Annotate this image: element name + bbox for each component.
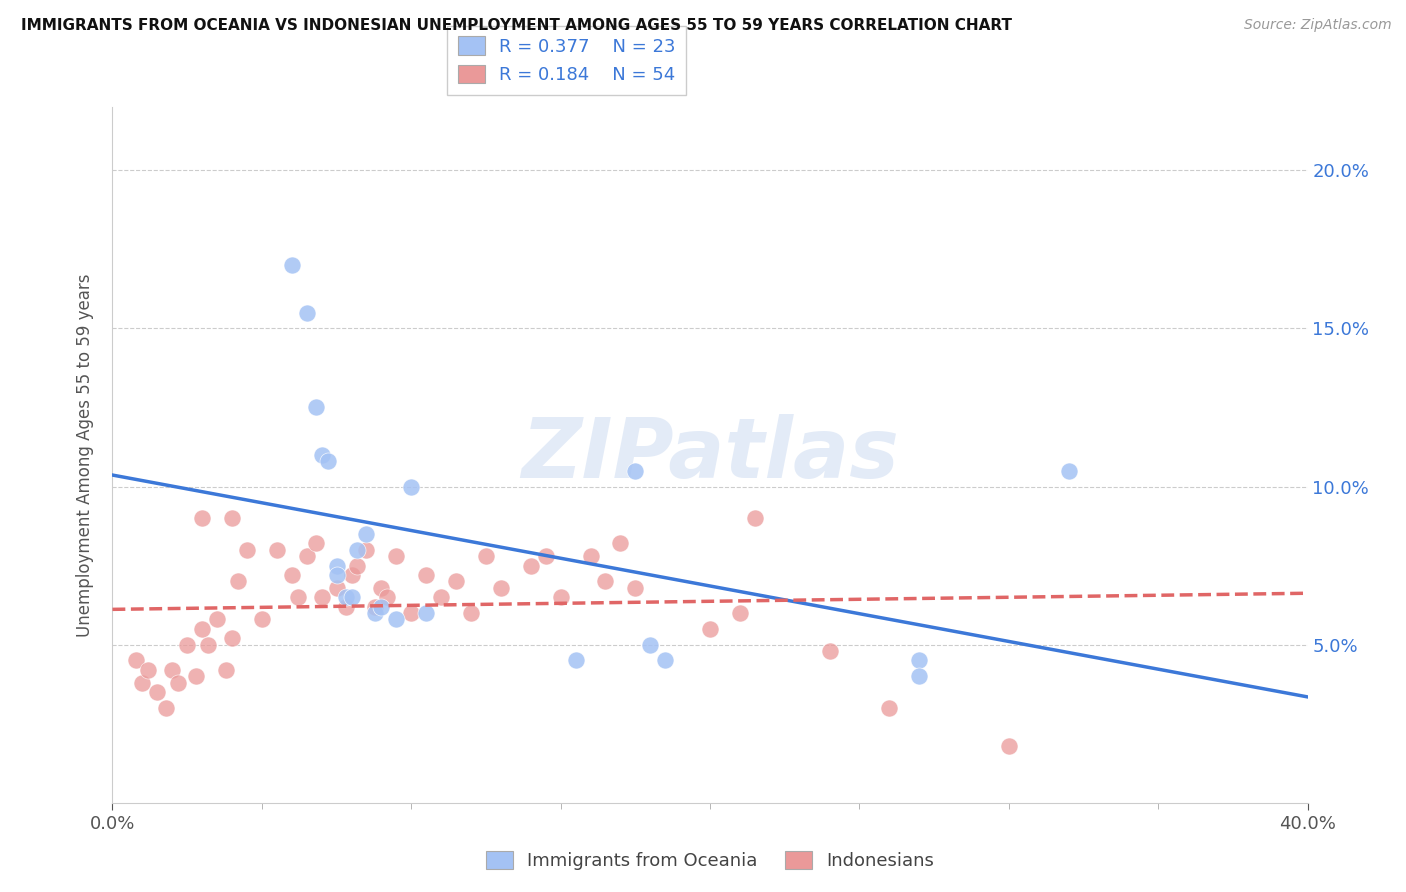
Point xyxy=(624,464,647,478)
Point xyxy=(460,606,482,620)
Point xyxy=(520,558,543,573)
Point xyxy=(385,549,408,563)
Point xyxy=(191,622,214,636)
Point xyxy=(998,739,1021,753)
Point xyxy=(325,568,347,582)
Point xyxy=(534,549,557,563)
Point xyxy=(131,675,153,690)
Point xyxy=(377,591,399,605)
Point xyxy=(475,549,498,563)
Point xyxy=(385,612,408,626)
Point xyxy=(236,542,259,557)
Point xyxy=(879,701,901,715)
Point xyxy=(191,511,214,525)
Point xyxy=(564,653,586,667)
Point xyxy=(266,542,288,557)
Point xyxy=(325,581,347,595)
Point xyxy=(908,669,931,683)
Point xyxy=(335,599,357,614)
Point xyxy=(370,599,392,614)
Text: IMMIGRANTS FROM OCEANIA VS INDONESIAN UNEMPLOYMENT AMONG AGES 55 TO 59 YEARS COR: IMMIGRANTS FROM OCEANIA VS INDONESIAN UN… xyxy=(21,18,1012,33)
Point xyxy=(346,558,368,573)
Point xyxy=(908,653,931,667)
Point xyxy=(1057,464,1080,478)
Text: ZIPatlas: ZIPatlas xyxy=(522,415,898,495)
Point xyxy=(250,612,273,626)
Point xyxy=(311,448,333,462)
Point xyxy=(579,549,602,563)
Point xyxy=(305,536,328,550)
Point xyxy=(364,599,387,614)
Point xyxy=(489,581,512,595)
Y-axis label: Unemployment Among Ages 55 to 59 years: Unemployment Among Ages 55 to 59 years xyxy=(76,273,94,637)
Point xyxy=(305,401,328,415)
Point xyxy=(221,632,243,646)
Point xyxy=(430,591,453,605)
Point xyxy=(186,669,208,683)
Point xyxy=(654,653,676,667)
Point xyxy=(744,511,766,525)
Point xyxy=(728,606,751,620)
Point xyxy=(415,568,437,582)
Point xyxy=(205,612,228,626)
Point xyxy=(138,663,160,677)
Point xyxy=(316,454,339,468)
Point xyxy=(356,542,378,557)
Point xyxy=(356,527,378,541)
Point xyxy=(609,536,631,550)
Legend: Immigrants from Oceania, Indonesians: Immigrants from Oceania, Indonesians xyxy=(478,844,942,877)
Point xyxy=(125,653,148,667)
Point xyxy=(325,558,347,573)
Point xyxy=(640,638,662,652)
Point xyxy=(281,258,304,272)
Point xyxy=(818,644,841,658)
Point xyxy=(364,606,387,620)
Point xyxy=(335,591,357,605)
Point xyxy=(340,591,363,605)
Point xyxy=(281,568,304,582)
Point xyxy=(370,581,392,595)
Point xyxy=(340,568,363,582)
Point xyxy=(287,591,309,605)
Point xyxy=(197,638,219,652)
Point xyxy=(595,574,617,589)
Text: Source: ZipAtlas.com: Source: ZipAtlas.com xyxy=(1244,18,1392,32)
Point xyxy=(311,591,333,605)
Point xyxy=(167,675,190,690)
Point xyxy=(146,685,169,699)
Point xyxy=(221,511,243,525)
Point xyxy=(401,606,423,620)
Point xyxy=(444,574,467,589)
Point xyxy=(699,622,721,636)
Point xyxy=(346,542,368,557)
Point xyxy=(176,638,198,652)
Point xyxy=(295,305,318,319)
Point xyxy=(295,549,318,563)
Point xyxy=(415,606,437,620)
Point xyxy=(162,663,183,677)
Point xyxy=(624,581,647,595)
Point xyxy=(550,591,572,605)
Point xyxy=(401,479,423,493)
Point xyxy=(226,574,249,589)
Point xyxy=(155,701,177,715)
Point xyxy=(215,663,238,677)
